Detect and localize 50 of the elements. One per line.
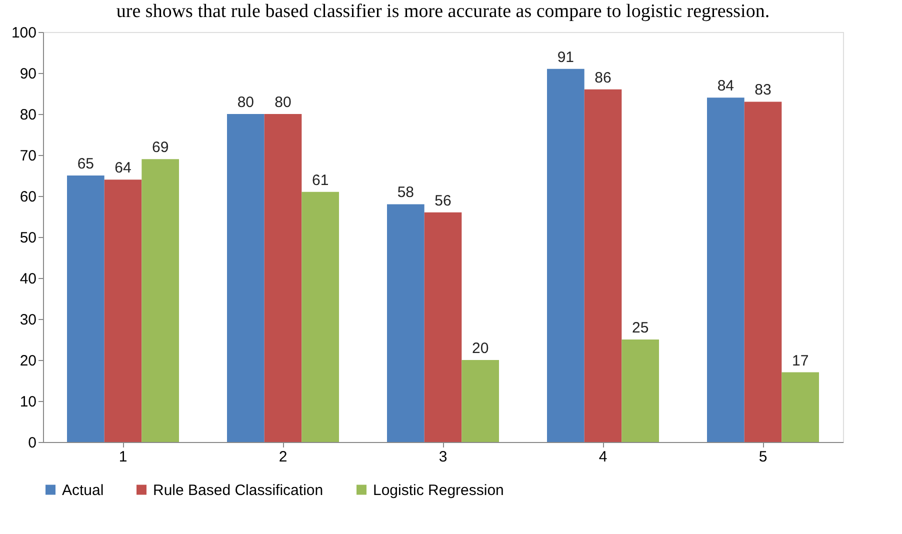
y-tick-label: 100 <box>11 24 36 42</box>
legend-label: Actual <box>62 482 104 499</box>
legend-label: Logistic Regression <box>373 482 504 499</box>
bar <box>67 176 104 442</box>
data-label: 64 <box>114 160 132 177</box>
bar <box>547 68 584 442</box>
y-tick-label: 40 <box>20 270 36 288</box>
chart-title: ure shows that rule based classifier is more accurate as compare to logistic regression. <box>116 1 770 22</box>
data-label: 80 <box>237 94 254 111</box>
bar <box>142 159 179 442</box>
data-label: 80 <box>274 94 292 111</box>
y-tick-label: 60 <box>20 188 36 206</box>
data-label: 56 <box>434 192 452 210</box>
bar <box>227 114 264 442</box>
data-label: 84 <box>717 78 734 95</box>
data-label: 25 <box>632 320 649 336</box>
y-tick-label: 0 <box>28 434 36 452</box>
y-tick-label: 80 <box>20 106 36 124</box>
y-tick-label: 10 <box>20 394 36 410</box>
bar <box>302 192 339 442</box>
bar <box>424 212 462 442</box>
data-label: 69 <box>152 139 169 156</box>
legend-label: Rule Based Classification <box>153 482 324 499</box>
data-label: 61 <box>312 172 329 189</box>
data-label: 17 <box>792 352 809 370</box>
x-tick-label: 1 <box>118 448 128 466</box>
data-label: 20 <box>472 340 489 357</box>
bar <box>622 340 659 442</box>
x-tick-label: 3 <box>438 448 448 466</box>
bar <box>387 204 424 442</box>
data-label: 86 <box>594 69 612 86</box>
bar <box>707 98 744 442</box>
y-tick-label: 90 <box>20 66 36 82</box>
bar <box>104 180 142 442</box>
data-label: 83 <box>754 82 772 99</box>
y-tick-label: 30 <box>20 312 36 328</box>
bar <box>584 89 622 442</box>
bar <box>264 114 302 442</box>
data-label: 65 <box>77 156 94 172</box>
bar <box>744 102 782 442</box>
bar <box>782 372 819 442</box>
x-tick-label: 5 <box>758 448 768 466</box>
y-tick-label: 50 <box>20 230 36 246</box>
x-tick-label: 4 <box>598 448 608 466</box>
x-tick-label: 2 <box>278 448 288 466</box>
y-tick-label: 70 <box>20 148 36 164</box>
y-tick-label: 20 <box>20 352 36 370</box>
data-label: 91 <box>557 48 574 66</box>
data-label: 58 <box>397 184 414 202</box>
bar <box>462 360 499 442</box>
